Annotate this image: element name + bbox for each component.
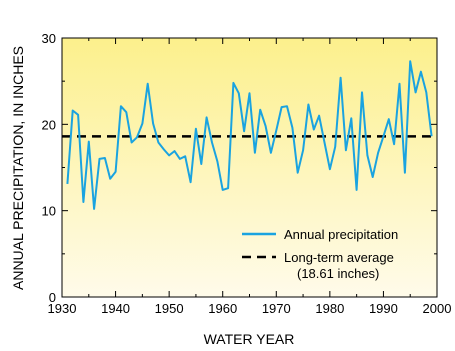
y-tick-label: 30 (42, 31, 56, 46)
x-tick-label: 1940 (101, 301, 130, 316)
y-axis-title: ANNUAL PRECIPITATION, IN INCHES (10, 46, 26, 290)
x-tick-label: 2000 (423, 301, 452, 316)
x-tick-label: 1970 (262, 301, 291, 316)
x-tick-label: 1980 (315, 301, 344, 316)
legend-sublabel-average: (18.61 inches) (297, 266, 379, 281)
annual-precipitation-line (66, 60, 433, 210)
legend-label-average: Long-term average (284, 250, 394, 265)
x-tick-label: 1990 (369, 301, 398, 316)
x-axis-title: WATER YEAR (204, 331, 295, 347)
y-tick-label: 20 (42, 117, 56, 132)
y-tick-label: 10 (42, 204, 56, 219)
y-tick-label: 0 (49, 290, 56, 305)
legend-label-annual: Annual precipitation (284, 227, 398, 242)
x-tick-label: 1950 (155, 301, 184, 316)
x-tick-label: 1930 (48, 301, 77, 316)
x-tick-label: 1960 (208, 301, 237, 316)
